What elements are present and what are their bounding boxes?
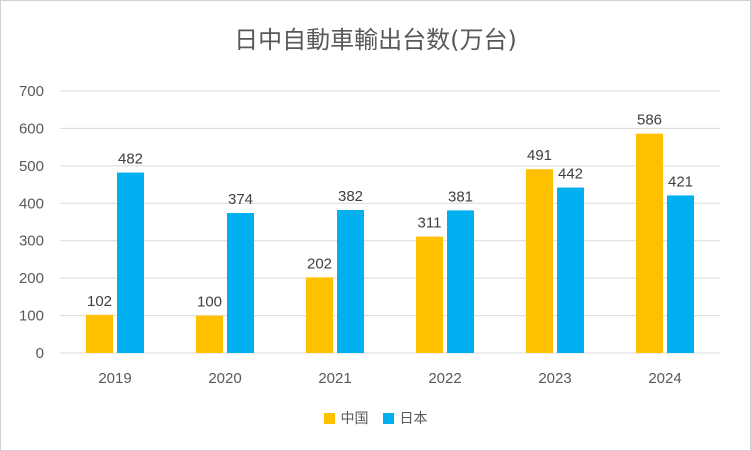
- data-label: 442: [558, 166, 583, 183]
- y-tick-label: 0: [36, 345, 44, 362]
- y-tick-label: 300: [19, 233, 44, 250]
- x-tick-label: 2021: [318, 370, 351, 387]
- y-tick-label: 400: [19, 195, 44, 212]
- bar: [667, 195, 694, 353]
- x-tick-label: 2024: [648, 370, 681, 387]
- legend-swatch-japan: [382, 412, 394, 424]
- y-tick-label: 700: [19, 83, 44, 100]
- x-tick-label: 2020: [208, 370, 241, 387]
- legend-label-china: 中国: [340, 411, 369, 427]
- bar: [416, 236, 443, 353]
- bar: [196, 315, 223, 353]
- data-label: 382: [338, 188, 363, 205]
- legend-item-china: 中国: [323, 408, 369, 428]
- bar: [337, 210, 364, 353]
- y-tick-label: 600: [19, 120, 44, 137]
- data-label: 421: [668, 173, 693, 190]
- legend-item-japan: 日本: [382, 408, 428, 428]
- bar: [86, 314, 113, 353]
- bar: [117, 172, 144, 353]
- x-tick-label: 2022: [428, 370, 461, 387]
- bar: [636, 133, 663, 353]
- chart-legend: 中国 日本: [0, 408, 751, 428]
- x-tick-label: 2019: [98, 370, 131, 387]
- y-tick-label: 100: [19, 308, 44, 325]
- bar: [447, 210, 474, 353]
- x-tick-label: 2023: [538, 370, 571, 387]
- legend-label-japan: 日本: [399, 411, 428, 427]
- data-label: 586: [637, 112, 662, 129]
- chart-title: 日中自動車輸出台数(万台): [234, 26, 517, 54]
- bar: [557, 187, 584, 353]
- data-label: 381: [448, 188, 473, 205]
- data-label: 491: [527, 147, 552, 164]
- bar: [227, 213, 254, 353]
- data-label: 100: [197, 294, 222, 311]
- y-tick-label: 200: [19, 270, 44, 287]
- data-label: 374: [228, 191, 253, 208]
- bar: [306, 277, 333, 353]
- data-label: 482: [118, 151, 143, 168]
- legend-swatch-china: [323, 412, 335, 424]
- bar: [526, 169, 553, 353]
- data-label: 202: [307, 255, 332, 272]
- y-tick-label: 500: [19, 158, 44, 175]
- data-label: 102: [87, 293, 112, 310]
- data-label: 311: [418, 215, 442, 232]
